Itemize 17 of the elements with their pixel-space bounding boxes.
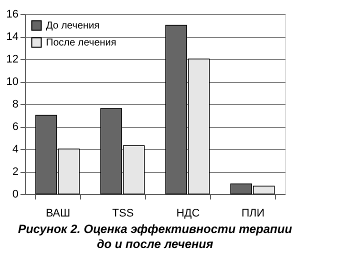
y-tick-label: 8 xyxy=(12,98,18,110)
text: Рисунок 2. Оценка эффективности терапии xyxy=(18,222,293,236)
text: до и после лечения xyxy=(96,237,214,251)
x-tick-label: НДС xyxy=(176,208,200,220)
y-tick-label: 12 xyxy=(6,54,18,66)
x-tick-label: TSS xyxy=(112,208,134,220)
y-tick-label: 2 xyxy=(12,166,18,178)
y-tick-label: 16 xyxy=(6,8,18,20)
y-tick-label: 10 xyxy=(6,76,18,88)
x-tick-label: ВАШ xyxy=(46,208,70,220)
legend-label: После лечения xyxy=(46,38,116,48)
x-tick-label: ПЛИ xyxy=(241,208,265,220)
y-tick-label: 4 xyxy=(12,144,18,156)
legend-label: До лечения xyxy=(46,20,100,32)
y-tick-label: 6 xyxy=(12,121,18,133)
y-tick-label: 0 xyxy=(12,188,18,200)
y-tick-label: 14 xyxy=(6,31,18,43)
